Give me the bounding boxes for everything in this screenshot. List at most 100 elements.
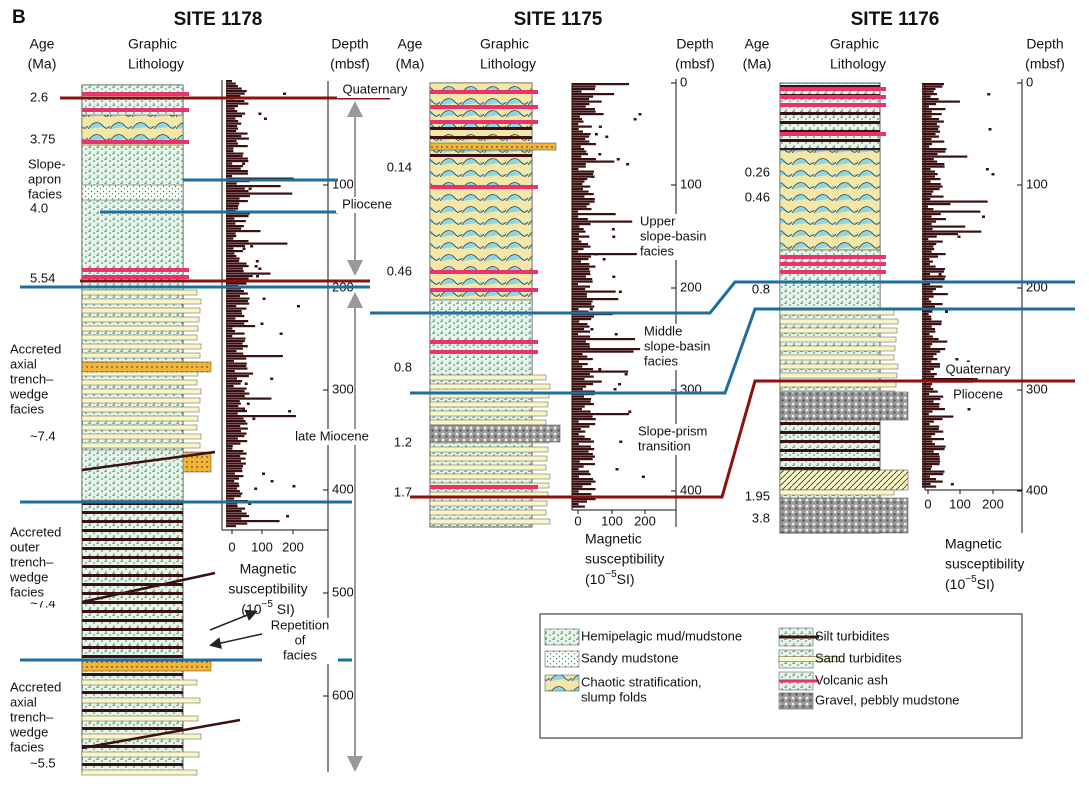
susceptibility-trace — [226, 367, 248, 370]
susceptibility-trace — [572, 185, 591, 188]
sand-bed — [429, 500, 548, 507]
susceptibility-trace — [572, 285, 590, 288]
susceptibility-trace — [922, 223, 932, 226]
susceptibility-trace — [922, 403, 940, 406]
susceptibility-trace — [572, 245, 591, 248]
susceptibility-trace — [226, 90, 247, 93]
susceptibility-point — [252, 417, 256, 420]
susceptibility-trace — [922, 420, 934, 423]
susceptibility-point — [982, 215, 986, 218]
susceptibility-trace — [226, 252, 235, 255]
susceptibility-trace — [922, 335, 933, 338]
susceptibility-point — [296, 305, 300, 308]
susceptibility-trace — [922, 353, 937, 356]
susceptibility-trace — [226, 515, 250, 518]
susceptibility-trace — [572, 258, 589, 261]
susceptibility-trace — [572, 485, 583, 488]
silt-bed — [82, 556, 183, 559]
bed-hatch — [779, 469, 909, 491]
susceptibility-point — [618, 383, 622, 386]
bed-chaos — [779, 149, 881, 251]
susceptibility-trace — [572, 433, 579, 436]
susceptibility-trace — [922, 213, 941, 216]
age-label: 1.7 — [394, 484, 412, 499]
susceptibility-trace — [922, 150, 946, 153]
susceptibility-trace — [226, 277, 249, 280]
susceptibility-trace — [922, 363, 944, 366]
susceptibility-trace — [226, 312, 243, 315]
susceptibility-trace — [922, 370, 931, 373]
susceptibility-trace — [922, 460, 941, 463]
susceptibility-trace — [922, 365, 946, 368]
susceptibility-trace — [226, 447, 233, 450]
susceptibility-trace — [922, 108, 946, 111]
annotation-bg — [337, 82, 413, 98]
susceptibility-trace — [922, 278, 945, 281]
susceptibility-trace — [226, 482, 239, 485]
susceptibility-trace — [226, 225, 244, 228]
silt-bed — [82, 637, 183, 640]
legend-swatch — [778, 692, 814, 710]
susceptibility-trace — [922, 203, 951, 206]
susceptibility-trace — [922, 128, 939, 131]
susceptibility-trace — [226, 137, 249, 140]
susceptibility-trace — [226, 435, 245, 438]
susceptibility-trace — [572, 260, 581, 263]
susceptibility-trace — [226, 125, 238, 128]
legend-swatch — [544, 650, 580, 668]
susceptibility-trace — [922, 320, 942, 323]
susceptibility-trace — [226, 140, 237, 143]
susceptibility-trace — [226, 472, 235, 475]
susceptibility-point — [255, 260, 259, 263]
susceptibility-trace — [572, 195, 585, 198]
susceptibility-point — [598, 125, 602, 128]
susceptibility-trace — [922, 140, 945, 143]
legend-label: Sandy mudstone — [581, 650, 679, 665]
ash-bed — [430, 105, 538, 109]
ash-bed — [430, 120, 538, 124]
susceptibility-trace — [572, 400, 591, 403]
susceptibility-point — [957, 235, 961, 238]
susceptibility-trace — [226, 160, 249, 163]
sand-bed — [429, 464, 547, 471]
susceptibility-trace — [922, 90, 934, 93]
susceptibility-point — [638, 113, 642, 116]
legend-label: Volcanic ash — [815, 672, 888, 687]
susceptibility-trace — [226, 147, 234, 150]
susceptibility-trace — [226, 485, 240, 488]
susceptibility-trace — [922, 283, 931, 286]
susceptibility-point — [616, 158, 620, 161]
legend-swatch — [544, 628, 580, 646]
susceptibility-trace — [922, 463, 940, 466]
sand-bed — [429, 446, 549, 453]
susceptibility-trace — [572, 183, 583, 186]
susceptibility-trace — [226, 197, 240, 200]
susceptibility-trace — [572, 113, 604, 116]
susceptibility-trace — [922, 163, 945, 166]
susceptibility-trace — [226, 490, 240, 493]
lithology-header: Graphic — [480, 36, 529, 52]
susceptibility-point — [598, 368, 602, 371]
susceptibility-trace — [922, 483, 931, 486]
susceptibility-trace — [922, 388, 934, 391]
susceptibility-point — [944, 310, 948, 313]
silt-bed — [82, 673, 183, 676]
susceptibility-trace — [572, 350, 634, 353]
susceptibility-tick-label: 100 — [601, 513, 623, 528]
susceptibility-trace — [572, 410, 591, 413]
susceptibility-trace — [226, 185, 281, 188]
susceptibility-trace — [226, 352, 244, 355]
susceptibility-trace — [922, 325, 932, 328]
sand-bed — [81, 352, 201, 359]
susceptibility-trace — [572, 235, 590, 238]
annotation: wedge — [9, 724, 48, 739]
susceptibility-point — [248, 502, 252, 505]
susceptibility-trace — [572, 125, 592, 128]
depth-header: (mbsf) — [330, 56, 370, 72]
susceptibility-tick-label: 0 — [924, 496, 931, 511]
susceptibility-trace — [226, 415, 297, 418]
silt-bed — [430, 127, 532, 130]
susceptibility-trace — [226, 477, 240, 480]
sand-bed — [429, 401, 549, 408]
lithology-column — [81, 84, 212, 776]
